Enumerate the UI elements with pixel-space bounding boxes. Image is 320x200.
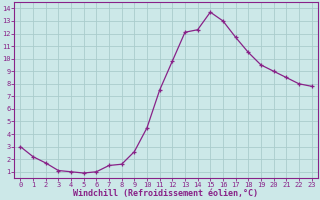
X-axis label: Windchill (Refroidissement éolien,°C): Windchill (Refroidissement éolien,°C) — [74, 189, 259, 198]
